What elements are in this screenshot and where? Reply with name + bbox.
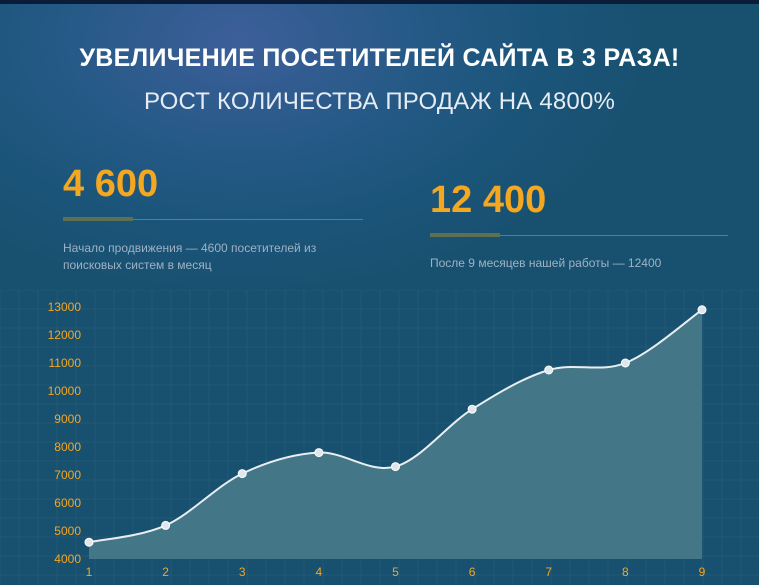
x-tick-label: 5 xyxy=(392,565,399,579)
stat-result-caption: После 9 месяцев нашей работы — 12400 xyxy=(430,256,662,270)
stat-result-divider-accent xyxy=(430,233,500,237)
data-point-9 xyxy=(697,305,707,315)
stat-result: 12 400 После 9 месяцев нашей работы — 12… xyxy=(430,181,728,272)
x-tick-label: 2 xyxy=(162,565,169,579)
y-tick-label: 4000 xyxy=(54,552,81,566)
data-point-3 xyxy=(237,469,247,479)
visitors-chart: 4000 5000 6000 7000 8000 9000 10000 11000 12000 1… xyxy=(0,290,759,585)
top-bar xyxy=(0,0,759,4)
x-tick-label: 7 xyxy=(545,565,552,579)
y-tick-label: 12000 xyxy=(48,328,82,342)
x-tick-label: 9 xyxy=(699,565,706,579)
y-tick-label: 10000 xyxy=(48,384,82,398)
x-axis-ticks: 1 2 3 4 5 6 7 8 9 xyxy=(86,565,706,579)
data-point-7 xyxy=(544,365,554,375)
x-tick-label: 3 xyxy=(239,565,246,579)
x-tick-label: 8 xyxy=(622,565,629,579)
y-tick-label: 6000 xyxy=(54,496,81,510)
x-tick-label: 6 xyxy=(469,565,476,579)
stat-start-caption: Начало продвижения — 4600 посетителей из… xyxy=(63,241,317,272)
y-tick-label: 7000 xyxy=(54,468,81,482)
data-point-6 xyxy=(467,404,477,414)
x-tick-label: 1 xyxy=(86,565,93,579)
y-tick-label: 9000 xyxy=(54,412,81,426)
x-tick-label: 4 xyxy=(316,565,323,579)
stat-start-divider-accent xyxy=(63,217,133,221)
chart-points xyxy=(84,305,707,547)
data-point-8 xyxy=(620,358,630,368)
data-point-4 xyxy=(314,448,324,458)
data-point-5 xyxy=(391,462,400,472)
y-tick-label: 11000 xyxy=(49,356,82,370)
y-tick-label: 13000 xyxy=(48,300,82,314)
y-tick-label: 5000 xyxy=(54,524,81,538)
page-subtitle: РОСТ КОЛИЧЕСТВА ПРОДАЖ НА 4800% xyxy=(143,88,616,115)
stat-start: 4 600 Начало продвижения — 4600 посетите… xyxy=(63,165,363,274)
page-title: УВЕЛИЧЕНИЕ ПОСЕТИТЕЛЕЙ САЙТА В 3 РАЗА! xyxy=(79,44,680,72)
data-point-1 xyxy=(84,537,94,547)
stat-start-divider xyxy=(63,217,363,221)
y-tick-label: 8000 xyxy=(54,440,81,454)
data-point-2 xyxy=(161,520,171,530)
stat-result-value: 12 400 xyxy=(430,179,547,221)
stat-result-divider xyxy=(430,233,728,237)
y-axis-ticks: 4000 5000 6000 7000 8000 9000 10000 11000 12000 1… xyxy=(48,300,82,566)
stat-start-value: 4 600 xyxy=(63,163,159,205)
